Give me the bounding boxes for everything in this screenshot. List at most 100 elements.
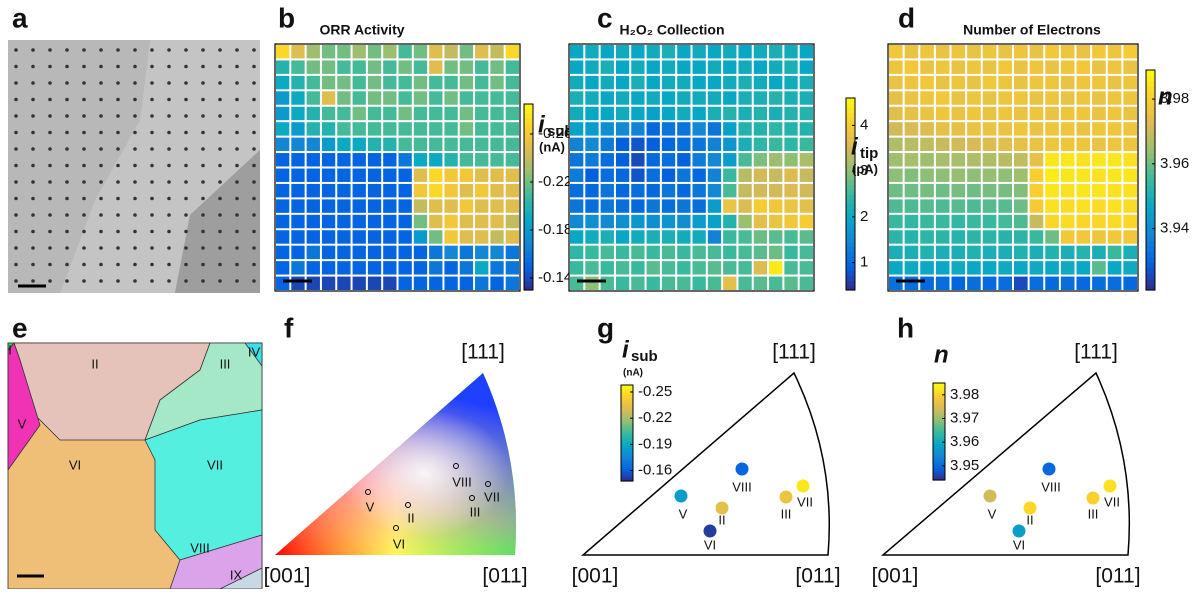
heatmap-cell	[306, 106, 320, 121]
heatmap-cell	[1092, 106, 1106, 121]
heatmap-cell	[413, 122, 428, 136]
heatmap-cell	[982, 183, 997, 198]
heatmap-cell	[352, 230, 366, 244]
heatmap-cell	[753, 199, 768, 213]
heatmap-cell	[631, 75, 645, 90]
heatmap-cell	[1123, 261, 1137, 275]
heatmap-cell	[1060, 106, 1075, 121]
heatmap-cell	[615, 91, 630, 105]
heatmap-cell	[600, 245, 614, 260]
heatmap-cell	[951, 199, 966, 213]
heatmap-cell	[677, 214, 691, 229]
heatmap-cell	[444, 45, 458, 59]
colorbar-tick-label: 3.96	[950, 433, 979, 450]
heatmap-cell	[799, 261, 813, 275]
heatmap-cell	[337, 245, 351, 260]
colorbar-segment	[621, 469, 633, 472]
corner-label: [011]	[482, 565, 527, 588]
colorbar-segment	[524, 183, 533, 189]
heatmap-cell	[615, 137, 630, 152]
heatmap-cell	[306, 122, 320, 136]
heatmap-cell	[692, 91, 706, 105]
heatmap-cell	[723, 60, 737, 74]
colorbar-segment	[1146, 246, 1155, 253]
heatmap-cell	[585, 276, 599, 290]
colorbar-segment	[846, 184, 855, 190]
heatmap-cell	[707, 45, 722, 59]
heatmap-cell	[475, 183, 489, 198]
colorbar-tick-label: -0.14	[538, 269, 572, 286]
heatmap-cell	[889, 75, 903, 90]
heatmap-cell	[646, 261, 660, 275]
heatmap-cell	[444, 75, 458, 90]
heatmap-cell	[585, 45, 599, 59]
colorbar-segment	[621, 461, 633, 465]
heatmap-cell	[1092, 214, 1106, 229]
heatmap-cell	[459, 75, 474, 90]
point-label: V	[366, 499, 375, 514]
heatmap-cell	[413, 60, 428, 74]
colorbar-segment	[621, 459, 633, 463]
heatmap-cell	[753, 153, 768, 167]
heatmap-cell	[413, 214, 428, 229]
ipf-fill	[275, 373, 517, 555]
heatmap-cell	[707, 91, 722, 105]
heatmap-cell	[799, 276, 813, 290]
heatmap-cell	[889, 183, 903, 198]
heatmap-cell	[677, 91, 691, 105]
heatmap-cell	[1045, 45, 1059, 59]
colorbar-segment	[524, 257, 533, 263]
heatmap-cell	[306, 245, 320, 260]
heatmap-cell	[951, 137, 966, 152]
colorbar-segment	[524, 127, 533, 133]
heatmap-cell	[904, 60, 919, 74]
heatmap-cell	[398, 91, 412, 105]
heatmap-cell	[585, 75, 599, 90]
heatmap-cell	[600, 199, 614, 213]
heatmap-cell	[615, 153, 630, 167]
heatmap-cell	[505, 183, 519, 198]
heatmap-cell	[398, 60, 412, 74]
heatmap-cell	[1123, 199, 1137, 213]
colorbar-segment	[1146, 180, 1155, 187]
colorbar-segment	[621, 445, 633, 448]
heatmap-cell	[889, 122, 903, 136]
heatmap-cell	[1076, 106, 1091, 121]
colorbar-segment	[933, 407, 945, 411]
heatmap-cell	[799, 245, 813, 260]
heatmap-cell	[367, 122, 382, 136]
heatmap-cell	[490, 230, 504, 244]
heatmap-cell	[1014, 230, 1028, 244]
heatmap-cell	[799, 168, 813, 182]
colorbar-segment	[846, 141, 855, 147]
heatmap-cell	[692, 168, 706, 182]
heatmap-cell	[615, 106, 630, 121]
heatmap-cell	[1045, 183, 1059, 198]
heatmap-cell	[615, 122, 630, 136]
heatmap-cell	[505, 168, 519, 182]
data-point	[715, 501, 729, 515]
heatmap-cell	[889, 199, 903, 213]
heatmap-cell	[677, 276, 691, 290]
heatmap-cell	[646, 60, 660, 74]
heatmap-cell	[982, 230, 997, 244]
colorbar-segment	[1146, 103, 1155, 110]
heatmap-cell	[367, 230, 382, 244]
colorbar-segment	[621, 406, 633, 410]
colorbar-segment	[846, 189, 855, 195]
heatmap-cell	[661, 168, 676, 182]
heatmap-cell	[352, 75, 366, 90]
heatmap-cell	[982, 168, 997, 182]
heatmap-cell	[1014, 153, 1028, 167]
heatmap-cell	[904, 75, 919, 90]
heatmap-cell	[413, 230, 428, 244]
heatmap-cell	[677, 106, 691, 121]
heatmap-cell	[429, 168, 443, 182]
colorbar-segment	[1146, 279, 1155, 286]
heatmap-cell	[306, 75, 320, 90]
ipf-point	[365, 489, 371, 495]
heatmap-cell	[799, 214, 813, 229]
heatmap-cell	[692, 230, 706, 244]
heatmap-cell	[1123, 245, 1137, 260]
heatmap-cell	[661, 245, 676, 260]
